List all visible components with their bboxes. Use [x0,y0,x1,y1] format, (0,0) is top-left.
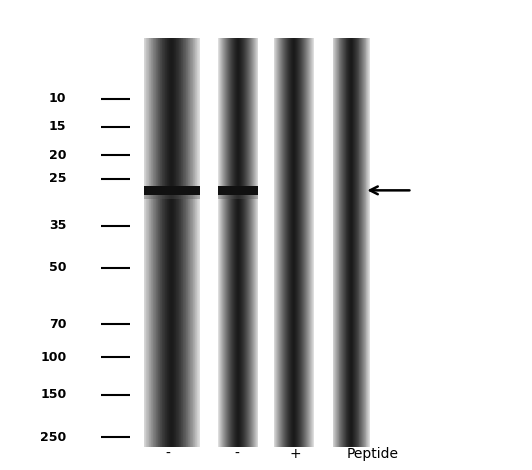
Text: 50: 50 [49,261,66,274]
Bar [156,38,157,446]
Bar [164,38,165,446]
Bar [153,38,154,446]
Bar [173,38,174,446]
Bar [154,38,155,446]
Bar [189,38,190,446]
Bar [180,38,181,446]
Bar [161,38,162,446]
Bar [157,38,159,446]
Bar [159,38,160,446]
Bar [174,38,175,446]
Bar [172,38,173,446]
Bar [171,38,172,446]
Text: 20: 20 [49,149,66,162]
Bar [151,38,152,446]
Bar [144,38,145,446]
Bar [194,38,195,446]
Bar [178,38,179,446]
Bar [187,38,188,446]
Bar [167,38,168,446]
Text: 150: 150 [40,388,66,401]
Bar [145,38,146,446]
Bar [147,38,148,446]
Bar [181,38,182,446]
Text: 35: 35 [49,219,66,232]
Bar [170,38,171,446]
Bar [193,38,194,446]
Bar [196,38,197,446]
Bar [195,38,196,446]
Text: 70: 70 [49,318,66,331]
Bar [168,38,169,446]
Text: -: - [165,446,170,461]
Bar [218,186,258,195]
Bar [179,38,180,446]
Text: +: + [289,446,301,461]
Bar [165,38,166,446]
Text: 10: 10 [49,92,66,105]
Bar [191,38,192,446]
Bar [146,38,147,446]
Bar [182,38,183,446]
Bar [163,38,164,446]
Bar [152,38,153,446]
Text: Peptide: Peptide [346,446,398,461]
Text: 250: 250 [40,431,66,444]
Bar [218,194,258,199]
Bar [186,38,187,446]
Bar [155,38,156,446]
Bar [149,38,150,446]
Bar [177,38,178,446]
Bar [144,194,200,199]
Bar [148,38,149,446]
Bar [150,38,151,446]
Text: -: - [234,446,239,461]
Bar [160,38,161,446]
Text: 100: 100 [40,351,66,364]
Bar [192,38,193,446]
Bar [184,38,185,446]
Text: 15: 15 [49,120,66,133]
Bar [199,38,200,446]
Text: 25: 25 [49,172,66,185]
Bar [175,38,176,446]
Bar [198,38,199,446]
Bar [162,38,163,446]
Bar [183,38,184,446]
Bar [188,38,189,446]
Bar [176,38,177,446]
Bar [144,186,200,195]
Bar [169,38,170,446]
Bar [190,38,191,446]
Bar [185,38,186,446]
Bar [166,38,167,446]
Bar [197,38,198,446]
